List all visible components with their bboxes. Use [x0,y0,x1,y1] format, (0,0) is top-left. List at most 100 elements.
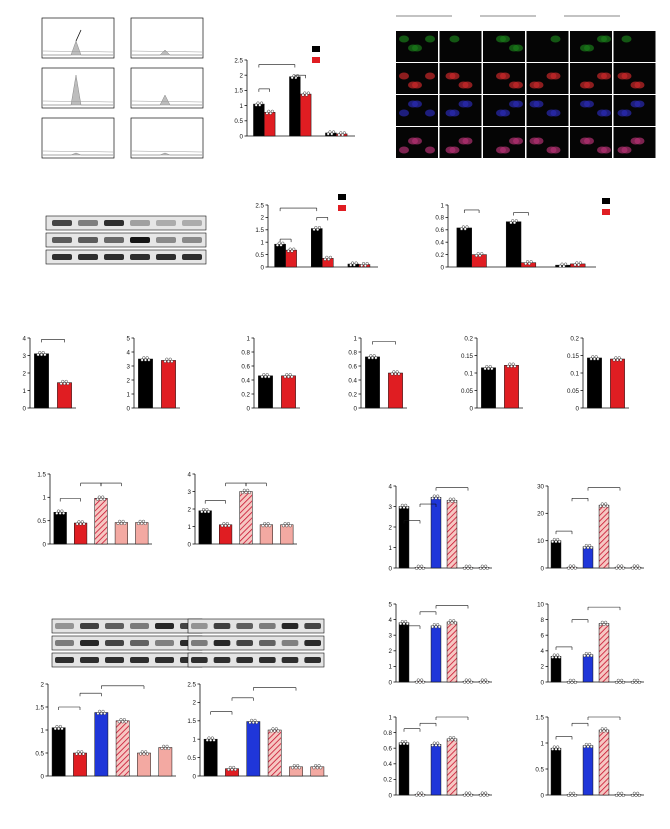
data-point [557,747,561,751]
data-point [480,678,484,682]
data-point [604,620,608,624]
data-point [484,678,488,682]
cell-signal [630,137,641,145]
data-point [578,261,582,265]
data-point [390,372,394,376]
data-point [589,745,593,749]
data-point [98,709,102,713]
blot-strip [51,618,203,634]
blot-band [52,237,72,243]
bar [253,103,265,137]
y-tick-label: 0 [188,541,192,548]
data-point [265,373,269,377]
data-point [418,680,422,684]
data-point [332,130,336,134]
blot-band [78,220,98,226]
data-point [465,225,469,229]
data-point [420,791,424,795]
data-point [279,243,283,247]
data-point [586,546,590,550]
blot-band [236,657,253,663]
baseline-trace [42,100,114,103]
cell-signal [617,146,628,154]
baseline-trace [131,100,203,103]
y-tick-label: 3 [23,353,27,360]
cell-signal [529,137,540,145]
cell-signal [496,109,506,117]
chromatogram-peak [43,74,113,106]
bar [550,747,562,796]
data-point [551,655,555,659]
data-point [274,727,278,731]
y-tick-label: 2 [541,664,545,671]
data-point [212,738,216,742]
cell-signal [425,35,435,43]
data-point [118,519,122,523]
data-point [76,750,80,754]
data-point [365,262,369,266]
y-tick-label: 2 [193,700,197,707]
data-point [291,766,295,770]
cell-signal [546,146,557,154]
data-point [352,263,356,267]
data-point [287,522,291,526]
data-point [437,625,441,629]
data-point [404,503,408,507]
data-point [163,359,167,363]
data-point [567,681,571,685]
chromatogram-peak [132,152,202,156]
y-tick-label: 4 [541,648,545,655]
data-point [119,718,123,722]
data-point [224,524,228,528]
y-tick-label: 1 [354,335,358,342]
bar [259,524,273,545]
legend-swatch [312,57,320,63]
data-point [276,729,280,733]
micrograph-tile [613,31,656,62]
blot-band [52,220,72,226]
data-point [513,364,517,368]
data-point [594,355,598,359]
data-point [421,793,425,797]
data-point [482,566,486,570]
data-point [437,743,441,747]
data-point [263,522,267,526]
data-point [230,768,234,772]
data-point [251,721,255,725]
bar [610,358,625,409]
bar [274,243,286,268]
data-point [605,623,609,627]
data-point [586,654,590,658]
data-point [140,358,144,362]
data-point [567,566,571,570]
cell-signal [597,146,607,154]
data-point [510,364,514,368]
data-point [604,727,608,731]
blot-band [213,640,231,646]
bar [137,752,151,777]
data-point [637,793,641,797]
data-point [140,522,144,526]
baseline-trace [131,150,203,153]
data-point [312,228,316,232]
data-point [290,375,294,379]
cell-signal [399,109,409,117]
data-point [266,522,270,526]
data-point [431,625,435,629]
cell-signal [408,81,418,89]
data-point [634,566,638,570]
data-point [513,221,517,225]
bar [280,524,294,545]
data-point [636,564,640,568]
bar [398,622,410,683]
data-point [636,678,640,682]
data-point [602,729,606,733]
y-tick-label: 1.5 [234,88,243,95]
blot-strip [45,215,207,231]
bar [398,506,410,569]
data-point [480,791,484,795]
data-point [616,791,620,795]
bar [289,76,301,137]
data-point [323,257,327,261]
data-point [452,497,456,501]
